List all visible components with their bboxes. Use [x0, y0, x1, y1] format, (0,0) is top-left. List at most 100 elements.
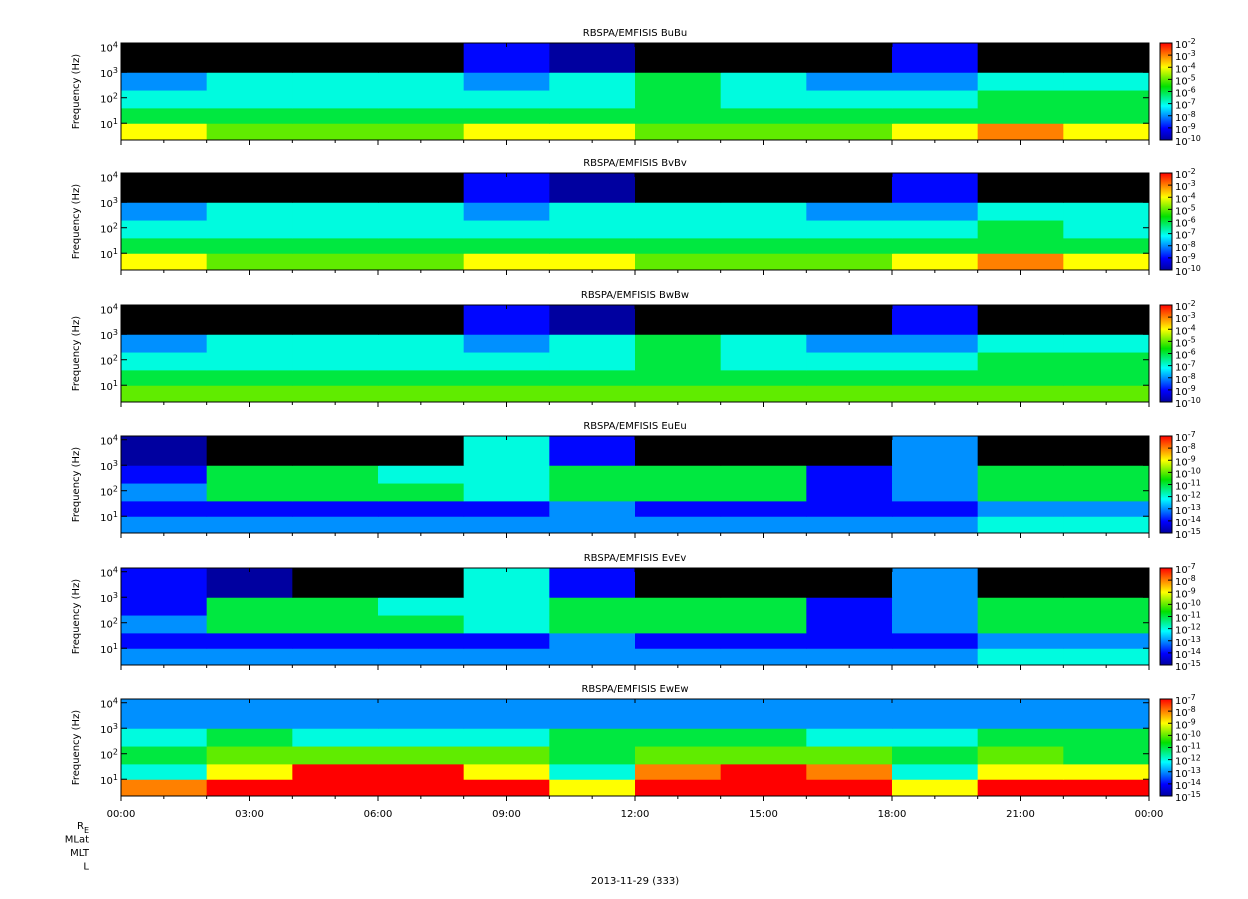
heat-cell [977, 632, 1064, 649]
heat-cell [1063, 648, 1150, 666]
heat-cell [892, 597, 979, 616]
heat-cell [635, 465, 722, 484]
heat-cell [635, 500, 722, 517]
x-tick-label: 21:00 [1006, 809, 1035, 820]
heat-cell [720, 334, 807, 353]
heat-cell [463, 369, 550, 386]
colorbar-tick-label: 10-10 [1175, 729, 1201, 744]
colorbar-tick-label: 10-15 [1175, 659, 1201, 674]
heat-cell [292, 220, 379, 239]
panel-title: RBSPA/EMFISIS EvEv [584, 553, 687, 564]
heat-cell [549, 220, 636, 239]
colorbar-tick-label: 10-15 [1175, 790, 1201, 805]
y-tick-label: 101 [100, 773, 118, 788]
heat-cell [1063, 779, 1150, 797]
colorbar-tick-label: 10-13 [1175, 502, 1201, 517]
heat-cell [1063, 253, 1150, 271]
heat-cell [977, 648, 1064, 666]
heat-cell [892, 516, 979, 534]
heat-cell [121, 699, 208, 729]
heat-cell [892, 107, 979, 124]
heat-cell [720, 253, 807, 271]
y-tick-label: 104 [100, 565, 118, 580]
heat-cell [635, 72, 722, 91]
colorbar-tick-label: 10-15 [1175, 527, 1201, 542]
heat-cell [720, 352, 807, 371]
heat-cell [121, 597, 208, 616]
y-tick-label: 102 [100, 91, 118, 106]
heat-cell [635, 43, 722, 73]
heat-cell [121, 90, 208, 109]
heat-cell [720, 746, 807, 765]
heat-cell [378, 728, 465, 747]
heat-cell [206, 699, 293, 729]
heat-cell [549, 516, 636, 534]
heat-cell [1063, 90, 1150, 109]
heat-cell [206, 385, 293, 403]
heat-cell [463, 202, 550, 221]
heat-cell [378, 334, 465, 353]
colorbar-tick-label: 10-11 [1175, 478, 1201, 493]
heat-cell [892, 202, 979, 221]
x-tick-label: 00:00 [107, 809, 136, 820]
heat-cell [206, 90, 293, 109]
heat-cell [892, 253, 979, 271]
x-tick-label: 12:00 [621, 809, 650, 820]
heat-cell [892, 385, 979, 403]
heat-cell [378, 632, 465, 649]
heat-cell [720, 779, 807, 797]
x-tick-label: 03:00 [235, 809, 264, 820]
heat-cell [549, 369, 636, 386]
colorbar-tick-label: 10-10 [1175, 264, 1201, 279]
heat-cell [292, 385, 379, 403]
heat-cell [977, 43, 1064, 73]
heat-cell [720, 90, 807, 109]
heat-cell [292, 352, 379, 371]
heat-cell [635, 516, 722, 534]
y-tick-label: 104 [100, 433, 118, 448]
heat-cell [463, 516, 550, 534]
y-axis-label: Frequency (Hz) [71, 184, 82, 260]
heat-cell [635, 728, 722, 747]
heat-cell [292, 72, 379, 91]
heat-cell [635, 483, 722, 502]
heat-cell [549, 43, 636, 73]
heat-cell [292, 90, 379, 109]
colorbar-tick-label: 10-7 [1175, 227, 1196, 242]
heat-cell [549, 123, 636, 141]
heat-cell [206, 465, 293, 484]
heat-cell [977, 436, 1064, 466]
heat-cell [720, 123, 807, 141]
heat-cell [121, 253, 208, 271]
heat-cell [977, 237, 1064, 254]
heat-cell [121, 305, 208, 335]
colorbar-label: amplitude (nT^2/Hz) [1222, 169, 1233, 274]
colorbar-tick-label: 10-7 [1175, 562, 1196, 577]
heat-cell [806, 305, 893, 335]
x-tick-label: 06:00 [364, 809, 393, 820]
heat-cell [378, 779, 465, 797]
heat-cell [292, 43, 379, 73]
heat-cell [806, 385, 893, 403]
heat-cell [206, 369, 293, 386]
colorbar-tick-label: 10-2 [1175, 37, 1196, 52]
heat-cell [121, 123, 208, 141]
heat-cell [206, 123, 293, 141]
y-tick-label: 103 [100, 591, 118, 606]
heat-cell [806, 632, 893, 649]
heat-cell [463, 107, 550, 124]
heat-cell [892, 72, 979, 91]
heat-cell [806, 334, 893, 353]
heat-cell [463, 352, 550, 371]
heat-cell [463, 465, 550, 484]
heat-cell [121, 385, 208, 403]
heat-cell [720, 107, 807, 124]
heat-cell [463, 237, 550, 254]
heat-cell [635, 763, 722, 780]
heat-cell [121, 369, 208, 386]
heat-cell [977, 779, 1064, 797]
heat-cell [378, 648, 465, 666]
y-tick-label: 101 [100, 379, 118, 394]
heat-cell [206, 615, 293, 634]
colorbar-tick-label: 10-6 [1175, 347, 1196, 362]
